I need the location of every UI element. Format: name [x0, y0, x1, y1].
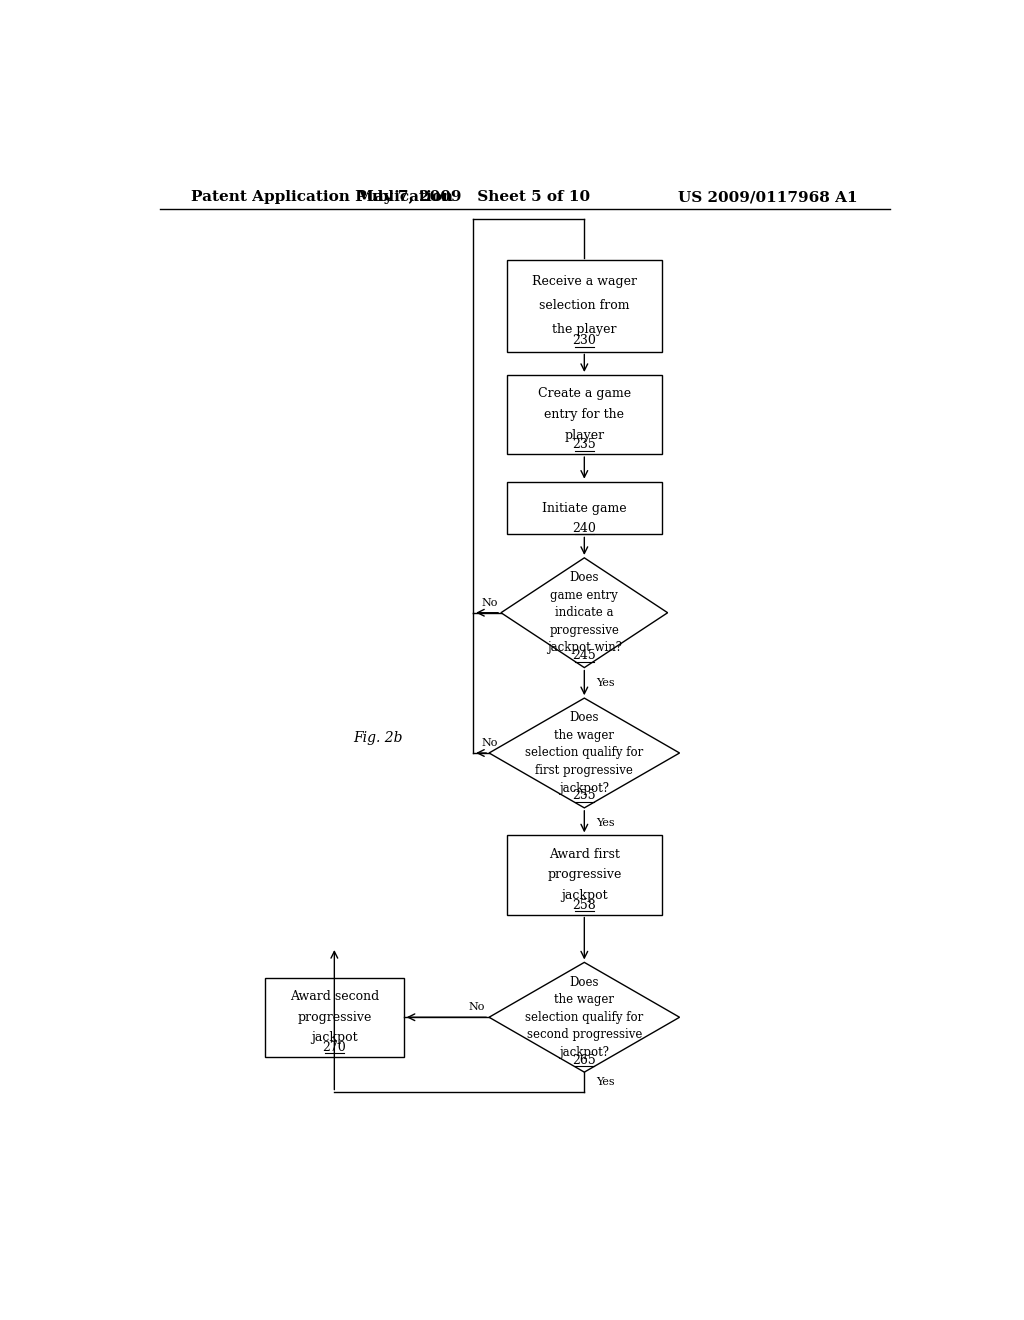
Text: Yes: Yes — [596, 818, 614, 828]
Text: Award second: Award second — [290, 990, 379, 1003]
Text: No: No — [481, 738, 498, 748]
FancyBboxPatch shape — [507, 260, 662, 351]
Text: progressive: progressive — [547, 869, 622, 882]
Text: 240: 240 — [572, 521, 596, 535]
Text: US 2009/0117968 A1: US 2009/0117968 A1 — [679, 190, 858, 205]
Polygon shape — [501, 558, 668, 668]
Polygon shape — [489, 698, 680, 808]
Text: Patent Application Publication: Patent Application Publication — [191, 190, 454, 205]
Text: second progressive: second progressive — [526, 1028, 642, 1041]
Text: selection from: selection from — [539, 300, 630, 313]
Text: Does: Does — [569, 975, 599, 989]
Text: 270: 270 — [323, 1040, 346, 1053]
Text: 230: 230 — [572, 334, 596, 347]
Text: player: player — [564, 429, 604, 442]
FancyBboxPatch shape — [265, 978, 403, 1057]
Text: first progressive: first progressive — [536, 764, 633, 777]
FancyBboxPatch shape — [507, 375, 662, 454]
Text: No: No — [469, 1002, 485, 1012]
Text: May 7, 2009   Sheet 5 of 10: May 7, 2009 Sheet 5 of 10 — [356, 190, 590, 205]
Text: progressive: progressive — [297, 1011, 372, 1024]
Text: jackpot win?: jackpot win? — [547, 642, 622, 655]
Text: Does: Does — [569, 711, 599, 725]
Text: 245: 245 — [572, 649, 596, 663]
Text: Yes: Yes — [596, 1077, 614, 1088]
Text: the wager: the wager — [554, 993, 614, 1006]
Text: Does: Does — [569, 572, 599, 585]
Text: selection qualify for: selection qualify for — [525, 747, 643, 759]
Text: entry for the: entry for the — [545, 408, 625, 421]
Text: Receive a wager: Receive a wager — [531, 276, 637, 289]
Text: 258: 258 — [572, 899, 596, 912]
Text: Award first: Award first — [549, 847, 620, 861]
Polygon shape — [489, 962, 680, 1072]
Text: progressive: progressive — [550, 624, 620, 636]
Text: jackpot: jackpot — [561, 890, 607, 902]
Text: Create a game: Create a game — [538, 388, 631, 400]
Text: indicate a: indicate a — [555, 606, 613, 619]
Text: Fig. 2b: Fig. 2b — [353, 731, 402, 744]
Text: 265: 265 — [572, 1053, 596, 1067]
Text: 255: 255 — [572, 789, 596, 803]
Text: the player: the player — [552, 323, 616, 337]
Text: jackpot: jackpot — [311, 1031, 357, 1044]
Text: No: No — [481, 598, 498, 607]
FancyBboxPatch shape — [507, 836, 662, 915]
Text: jackpot?: jackpot? — [559, 781, 609, 795]
Text: Yes: Yes — [596, 678, 614, 688]
Text: Initiate game: Initiate game — [542, 502, 627, 515]
Text: 235: 235 — [572, 438, 596, 451]
FancyBboxPatch shape — [507, 482, 662, 535]
Text: jackpot?: jackpot? — [559, 1045, 609, 1059]
Text: selection qualify for: selection qualify for — [525, 1011, 643, 1024]
Text: game entry: game entry — [551, 589, 618, 602]
Text: the wager: the wager — [554, 729, 614, 742]
